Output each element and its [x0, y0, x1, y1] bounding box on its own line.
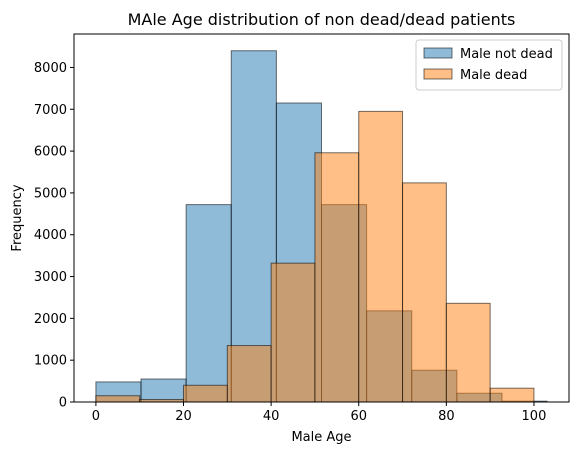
y-tick-label: 3000 [34, 270, 67, 285]
legend: Male not dead Male dead [415, 39, 563, 91]
legend-label-1: Male dead [460, 68, 527, 83]
legend-label-0: Male not dead [460, 47, 553, 62]
legend-items: Male not dead Male dead [423, 47, 553, 83]
y-axis-ticks: 0 1000 2000 3000 4000 5000 6000 7000 8000 [34, 61, 74, 411]
legend-swatch-1 [423, 68, 453, 80]
legend-swatch-0 [423, 47, 453, 59]
bar-series-0-bin-1 [140, 378, 187, 403]
bar-series-0-bin-2 [185, 204, 232, 403]
bar-series-1-bin-4 [270, 262, 316, 403]
bar-series-1-bin-3 [226, 345, 272, 403]
y-axis-label: Frequency [10, 184, 25, 251]
x-axis-label: Male Age [291, 430, 351, 445]
plot-frame [73, 33, 570, 403]
x-tick-label: 0 [92, 409, 100, 424]
bar-series-1-bin-5 [314, 152, 360, 403]
x-tick-label: 20 [175, 409, 192, 424]
bar-series-1-bin-6 [358, 110, 404, 403]
bar-series-1-bin-9 [489, 387, 535, 403]
y-tick-label: 8000 [34, 61, 67, 76]
bar-series-1-bin-7 [402, 182, 447, 403]
y-tick-label: 0 [59, 396, 67, 411]
y-tick-label: 5000 [34, 186, 67, 201]
bars-layer [95, 50, 548, 403]
x-tick-label: 100 [522, 409, 547, 424]
bar-series-1-bin-0 [95, 395, 141, 403]
x-tick-label: 40 [263, 409, 280, 424]
x-tick-label: 60 [350, 409, 367, 424]
y-tick-label: 6000 [34, 145, 67, 160]
chart-title: MAle Age distribution of non dead/dead p… [128, 10, 516, 29]
bar-series-1-bin-2 [183, 384, 228, 403]
y-tick-label: 4000 [34, 228, 67, 243]
bar-series-1-bin-8 [445, 302, 491, 403]
x-axis-ticks: 0 20 40 60 80 100 [92, 402, 547, 424]
y-tick-label: 7000 [34, 103, 67, 118]
x-tick-label: 80 [438, 409, 455, 424]
y-tick-label: 1000 [34, 354, 67, 369]
y-tick-label: 2000 [34, 312, 67, 327]
